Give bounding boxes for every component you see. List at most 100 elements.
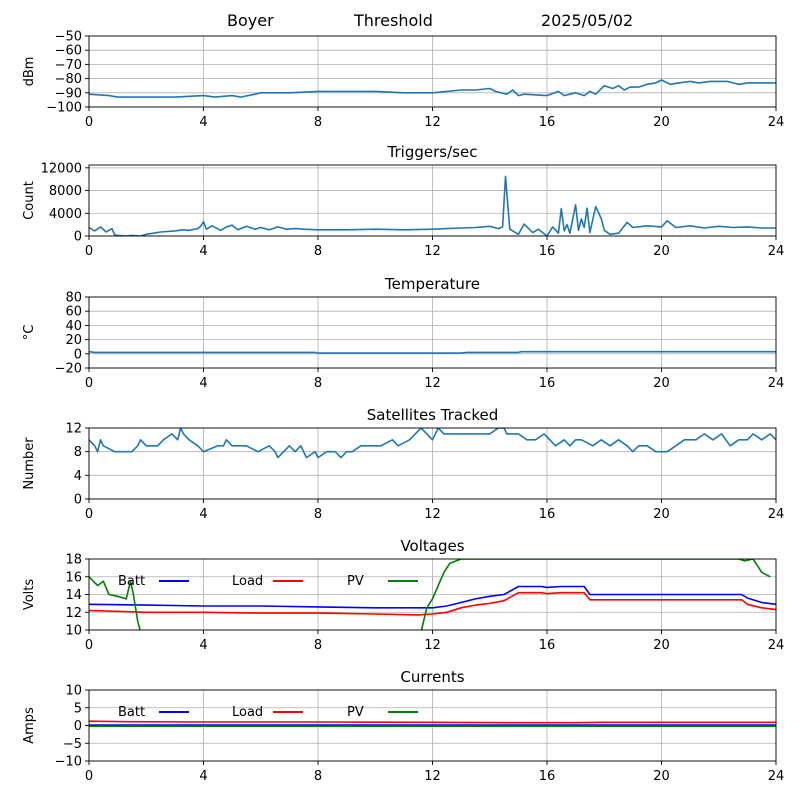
currents-series-line-load: [89, 720, 776, 724]
currents-ylabel: Amps: [22, 707, 37, 744]
currents-legend-label-load: Load: [232, 705, 263, 720]
temperature-xtick-label: 24: [768, 376, 785, 391]
currents-xtick-label: 20: [653, 769, 670, 784]
threshold-xtick-label: 0: [85, 115, 93, 130]
satellites-xtick-label: 4: [199, 507, 207, 522]
voltages-ytick-label: 10: [65, 624, 82, 639]
triggers-xtick-label: 0: [85, 244, 93, 259]
temperature-ytick-label: 0: [74, 347, 82, 362]
temperature-ytick-label: 20: [65, 333, 82, 348]
temperature-title: Temperature: [384, 275, 480, 293]
currents-ytick-label: −10: [55, 755, 82, 770]
voltages-title: Voltages: [400, 537, 464, 555]
temperature-xtick-label: 8: [314, 376, 322, 391]
currents-title: Currents: [400, 668, 464, 686]
temperature-ytick-label: 60: [65, 305, 82, 320]
triggers-ytick-label: 12000: [41, 161, 82, 176]
threshold-panel: [85, 35, 777, 111]
threshold-xtick-label: 16: [539, 115, 556, 130]
satellites-panel: [85, 427, 777, 503]
triggers-series-line-0: [89, 175, 776, 236]
voltages-xtick-label: 4: [199, 638, 207, 653]
voltages-legend-label-load: Load: [232, 574, 263, 589]
temperature-ytick-label: 80: [65, 291, 82, 306]
temperature-ylabel: °C: [22, 325, 37, 341]
voltages-xtick-label: 8: [314, 638, 322, 653]
currents-xtick-label: 16: [539, 769, 556, 784]
triggers-xtick-label: 12: [424, 244, 441, 259]
voltages-legend-label-pv: PV: [347, 574, 364, 589]
temperature-ytick-label: −20: [55, 362, 82, 377]
threshold-xtick-label: 12: [424, 115, 441, 130]
temperature-xtick-label: 0: [85, 376, 93, 391]
currents-xtick-label: 24: [768, 769, 785, 784]
satellites-ytick-label: 8: [74, 445, 82, 460]
voltages-xtick-label: 24: [768, 638, 785, 653]
threshold-xtick-label: 8: [314, 115, 322, 130]
satellites-ytick-label: 12: [65, 422, 82, 437]
voltages-legend-label-batt: Batt: [118, 574, 145, 589]
currents-ytick-label: 10: [65, 684, 82, 699]
satellites-xtick-label: 20: [653, 507, 670, 522]
satellites-series-line-0: [89, 428, 776, 459]
voltages-xtick-label: 12: [424, 638, 441, 653]
voltages-ytick-label: 12: [65, 606, 82, 621]
voltages-ytick-label: 18: [65, 553, 82, 568]
threshold-xtick-label: 20: [653, 115, 670, 130]
satellites-xtick-label: 16: [539, 507, 556, 522]
figure-header: Boyer Threshold 2025/05/02: [0, 11, 800, 33]
currents-xtick-label: 12: [424, 769, 441, 784]
triggers-xtick-label: 20: [653, 244, 670, 259]
triggers-ylabel: Count: [22, 181, 37, 220]
header-label: Threshold: [354, 11, 433, 30]
temperature-xtick-label: 20: [653, 376, 670, 391]
threshold-ytick-label: −60: [55, 44, 82, 59]
temperature-xtick-label: 16: [539, 376, 556, 391]
satellites-title: Satellites Tracked: [367, 406, 498, 424]
voltages-ytick-label: 16: [65, 570, 82, 585]
threshold-ytick-label: −50: [55, 30, 82, 45]
triggers-ytick-label: 0: [74, 230, 82, 245]
temperature-xtick-label: 4: [199, 376, 207, 391]
voltages-series-line-load: [89, 591, 776, 616]
triggers-title: Triggers/sec: [387, 143, 478, 161]
triggers-ytick-label: 8000: [49, 184, 82, 199]
voltages-panel: [85, 558, 777, 634]
threshold-ytick-label: −70: [55, 58, 82, 73]
satellites-xtick-label: 12: [424, 507, 441, 522]
triggers-panel: [85, 164, 777, 240]
threshold-xtick-label: 24: [768, 115, 785, 130]
satellites-xtick-label: 0: [85, 507, 93, 522]
currents-ytick-label: 5: [74, 701, 82, 716]
currents-legend-label-batt: Batt: [118, 705, 145, 720]
voltages-series-line-batt: [89, 585, 776, 609]
station-name: Boyer: [227, 11, 274, 30]
triggers-xtick-label: 16: [539, 244, 556, 259]
voltages-ylabel: Volts: [22, 579, 37, 611]
threshold-ylabel: dBm: [22, 57, 37, 87]
currents-xtick-label: 8: [314, 769, 322, 784]
temperature-panel: [85, 296, 777, 372]
currents-panel: [85, 689, 777, 765]
currents-xtick-label: 4: [199, 769, 207, 784]
temperature-series-line-0: [89, 350, 776, 354]
currents-xtick-label: 0: [85, 769, 93, 784]
currents-legend-label-pv: PV: [347, 705, 364, 720]
voltages-xtick-label: 16: [539, 638, 556, 653]
satellites-ytick-label: 0: [74, 493, 82, 508]
satellites-xtick-label: 8: [314, 507, 322, 522]
triggers-ytick-label: 4000: [49, 207, 82, 222]
satellites-ylabel: Number: [22, 437, 37, 490]
triggers-xtick-label: 4: [199, 244, 207, 259]
voltages-series-line-pv: [89, 559, 771, 630]
triggers-xtick-label: 8: [314, 244, 322, 259]
header-date: 2025/05/02: [541, 11, 634, 30]
threshold-series-line-0: [89, 79, 776, 98]
voltages-xtick-label: 0: [85, 638, 93, 653]
temperature-xtick-label: 12: [424, 376, 441, 391]
currents-ytick-label: 0: [74, 719, 82, 734]
voltages-xtick-label: 20: [653, 638, 670, 653]
satellites-xtick-label: 24: [768, 507, 785, 522]
